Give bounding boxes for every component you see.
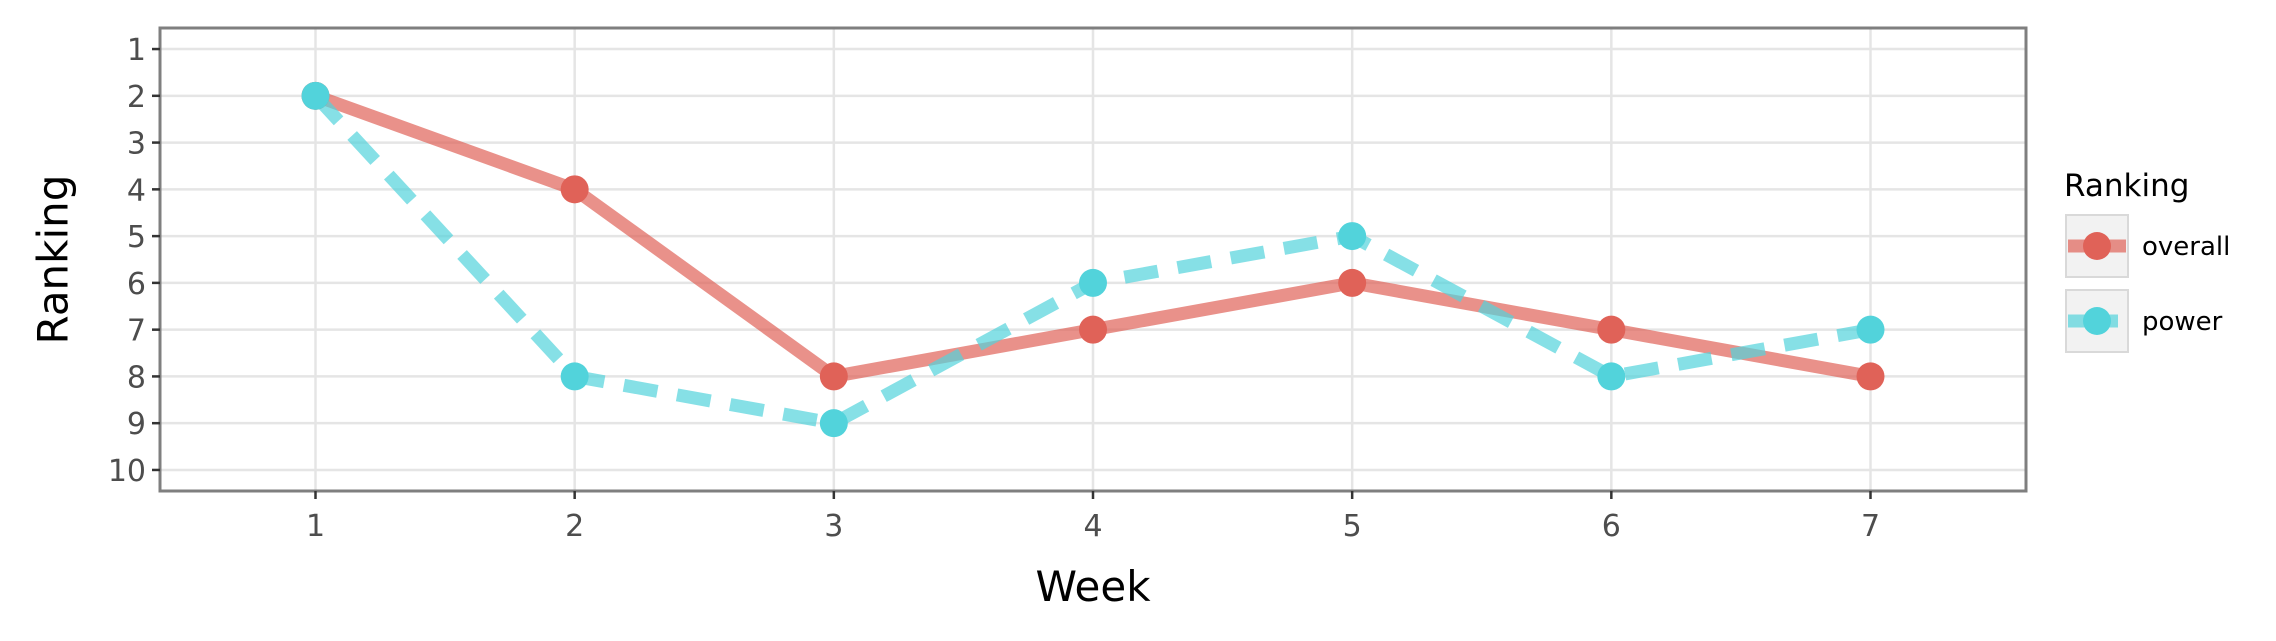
y-tick-label: 4 bbox=[127, 173, 146, 208]
y-tick-label: 10 bbox=[108, 454, 146, 489]
grid-layer bbox=[160, 28, 2026, 491]
data-point-power bbox=[1079, 268, 1107, 297]
x-tick-label: 3 bbox=[824, 509, 843, 544]
data-point-overall bbox=[1597, 315, 1626, 344]
x-tick-label: 4 bbox=[1083, 509, 1102, 544]
legend-key-point bbox=[2083, 307, 2111, 335]
legend-title: Ranking bbox=[2064, 168, 2189, 204]
data-point-overall bbox=[1856, 362, 1885, 391]
data-point-power bbox=[1856, 315, 1885, 344]
y-tick-label: 1 bbox=[127, 33, 146, 68]
data-point-overall bbox=[1079, 315, 1107, 344]
x-tick-label: 5 bbox=[1343, 509, 1362, 544]
legend-key-point bbox=[2083, 232, 2111, 260]
data-point-overall bbox=[1338, 268, 1367, 297]
data-point-power bbox=[1597, 362, 1626, 391]
axis-layer: 1 2 3 4 5 6 7 1 2 3 4 5 6 7 8 9 10 bbox=[108, 33, 1880, 544]
x-tick-label: 2 bbox=[565, 509, 584, 544]
data-point-power bbox=[1338, 222, 1367, 251]
legend-label: overall bbox=[2142, 232, 2230, 262]
data-point-power bbox=[819, 409, 848, 438]
series-points bbox=[301, 81, 1885, 438]
y-axis-title: Ranking bbox=[29, 175, 78, 345]
x-tick-label: 7 bbox=[1861, 509, 1880, 544]
x-axis-title: Week bbox=[1035, 562, 1151, 611]
data-point-overall bbox=[819, 362, 848, 391]
y-tick-label: 3 bbox=[127, 127, 146, 162]
x-tick-label: 6 bbox=[1602, 509, 1621, 544]
legend-label: power bbox=[2142, 307, 2223, 337]
y-tick-label: 7 bbox=[127, 314, 146, 349]
x-tick-label: 1 bbox=[306, 509, 325, 544]
y-tick-label: 9 bbox=[127, 407, 146, 442]
legend-item-power: power bbox=[2065, 289, 2223, 353]
data-point-overall bbox=[560, 175, 589, 204]
data-point-power bbox=[560, 362, 589, 391]
legend-items: overall power bbox=[2065, 214, 2230, 353]
y-tick-label: 6 bbox=[127, 267, 146, 302]
y-tick-label: 8 bbox=[127, 360, 146, 395]
legend-item-overall: overall bbox=[2065, 214, 2230, 278]
y-tick-label: 5 bbox=[127, 220, 146, 255]
y-tick-label: 2 bbox=[127, 80, 146, 115]
legend: Ranking overall power bbox=[2064, 168, 2230, 353]
data-point-power bbox=[301, 81, 330, 110]
